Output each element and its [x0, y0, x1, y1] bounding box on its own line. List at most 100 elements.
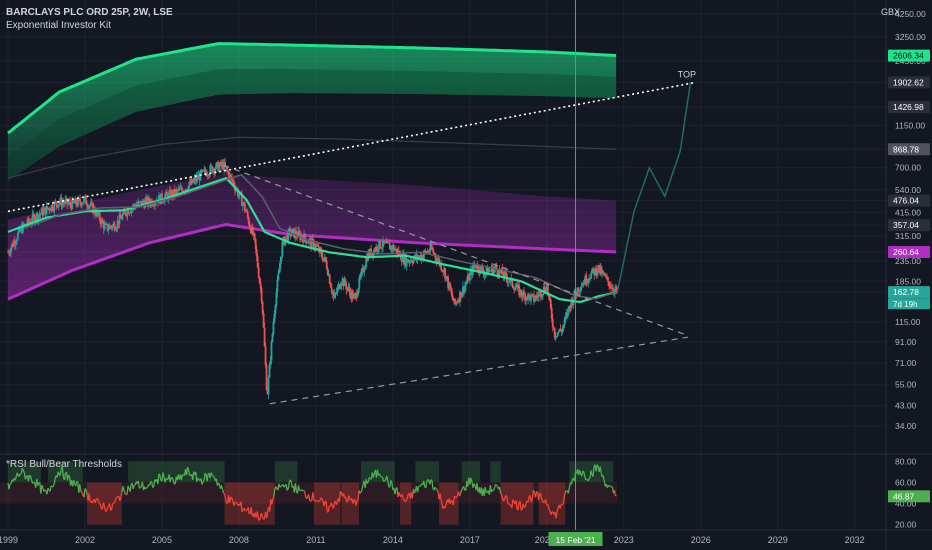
candle-body	[355, 293, 358, 298]
candle-body	[304, 233, 306, 239]
rsi-line-segment	[59, 467, 63, 476]
rsi-line-segment	[129, 484, 132, 492]
candle-body	[307, 242, 309, 244]
rsi-line-segment	[455, 495, 459, 498]
candle-body	[518, 285, 521, 296]
candle-body	[458, 300, 460, 302]
rsi-line-segment	[294, 483, 298, 492]
rsi-line-segment	[114, 498, 117, 503]
candle-body	[185, 189, 188, 191]
candle-body	[44, 207, 47, 215]
candle-body	[516, 284, 519, 288]
candle-body	[71, 199, 74, 209]
candle-body	[246, 212, 249, 218]
candle-body	[362, 267, 365, 273]
candle-body	[596, 272, 599, 276]
candle-body	[141, 200, 144, 206]
candle-body	[602, 270, 604, 273]
candle-body	[212, 168, 215, 173]
rsi-line-segment	[368, 476, 371, 479]
candle-body	[569, 305, 572, 309]
candle-body	[85, 195, 87, 204]
candle-body	[210, 165, 213, 167]
candle-body	[13, 241, 15, 247]
rsi-line-segment	[29, 476, 33, 481]
rsi-line-segment	[515, 500, 518, 510]
candle-body	[468, 273, 471, 281]
candle-body	[396, 250, 399, 255]
candle-body	[62, 202, 65, 204]
rsi-line-segment	[53, 478, 56, 484]
candle-body	[49, 210, 52, 212]
candle-body	[542, 286, 545, 294]
candle-body	[111, 224, 114, 228]
price-label-bg	[888, 219, 930, 232]
candle-body	[346, 288, 349, 290]
candle-body	[35, 213, 38, 220]
rsi-line-segment	[76, 480, 79, 483]
candle-body	[588, 278, 591, 280]
candle-body	[67, 203, 70, 205]
candle-body	[261, 301, 264, 313]
rsi-line-segment	[611, 486, 613, 489]
candle-body	[330, 287, 333, 293]
candle-body	[18, 228, 21, 231]
candle-body	[521, 295, 524, 298]
rsi-line-segment	[348, 495, 351, 500]
candle-body	[609, 286, 611, 287]
candle-body	[184, 189, 187, 192]
candle-body	[15, 239, 18, 243]
candle-body	[305, 238, 307, 244]
candle-body	[345, 285, 348, 290]
rsi-line-segment	[102, 502, 106, 507]
rsi-line-segment	[263, 517, 265, 520]
rsi-line-segment	[436, 489, 439, 493]
price-tick-label: 3250.00	[895, 32, 926, 42]
price-tick-label: 115.00	[895, 317, 921, 327]
rsi-line-segment	[339, 491, 343, 494]
candle-body	[60, 197, 63, 207]
candle-body	[433, 252, 436, 254]
candle-body	[116, 220, 119, 228]
ema-line	[7, 176, 617, 304]
cursor-date-bg	[548, 532, 603, 546]
candle-body	[211, 166, 214, 173]
rsi-line-segment	[540, 493, 543, 500]
candle-body	[608, 281, 610, 287]
candle-body	[607, 277, 609, 282]
rsi-line-segment	[592, 466, 595, 477]
rsi-line-segment	[390, 480, 393, 483]
candle-body	[171, 191, 174, 197]
candle-body	[445, 276, 448, 279]
candle-body	[14, 242, 17, 245]
rsi-line-segment	[240, 501, 243, 512]
candle-body	[222, 162, 225, 170]
rsi-line-segment	[172, 479, 175, 485]
candle-body	[529, 295, 531, 301]
rsi-line-segment	[338, 491, 342, 502]
candle-body	[424, 250, 427, 252]
rsi-line-segment	[47, 487, 50, 491]
candle-body	[176, 190, 179, 192]
candle-body	[393, 249, 396, 251]
candle-body	[115, 227, 118, 230]
rsi-line-segment	[230, 496, 233, 499]
candle-body	[584, 275, 587, 285]
rsi-line-segment	[273, 489, 276, 497]
rsi-line-segment	[248, 512, 251, 515]
candle-body	[298, 230, 301, 234]
candle-body	[453, 298, 455, 301]
candle-body	[327, 274, 330, 276]
candle-body	[288, 229, 291, 231]
candle-body	[381, 247, 383, 249]
price-tick-label: 43.00	[895, 401, 917, 411]
candle-body	[172, 188, 175, 197]
candle-body	[297, 230, 300, 238]
candle-body	[436, 259, 439, 262]
candle-body	[552, 326, 555, 329]
candle-body	[12, 243, 14, 247]
candle-body	[519, 289, 522, 296]
candle-body	[91, 203, 94, 214]
candle-body	[142, 200, 145, 204]
